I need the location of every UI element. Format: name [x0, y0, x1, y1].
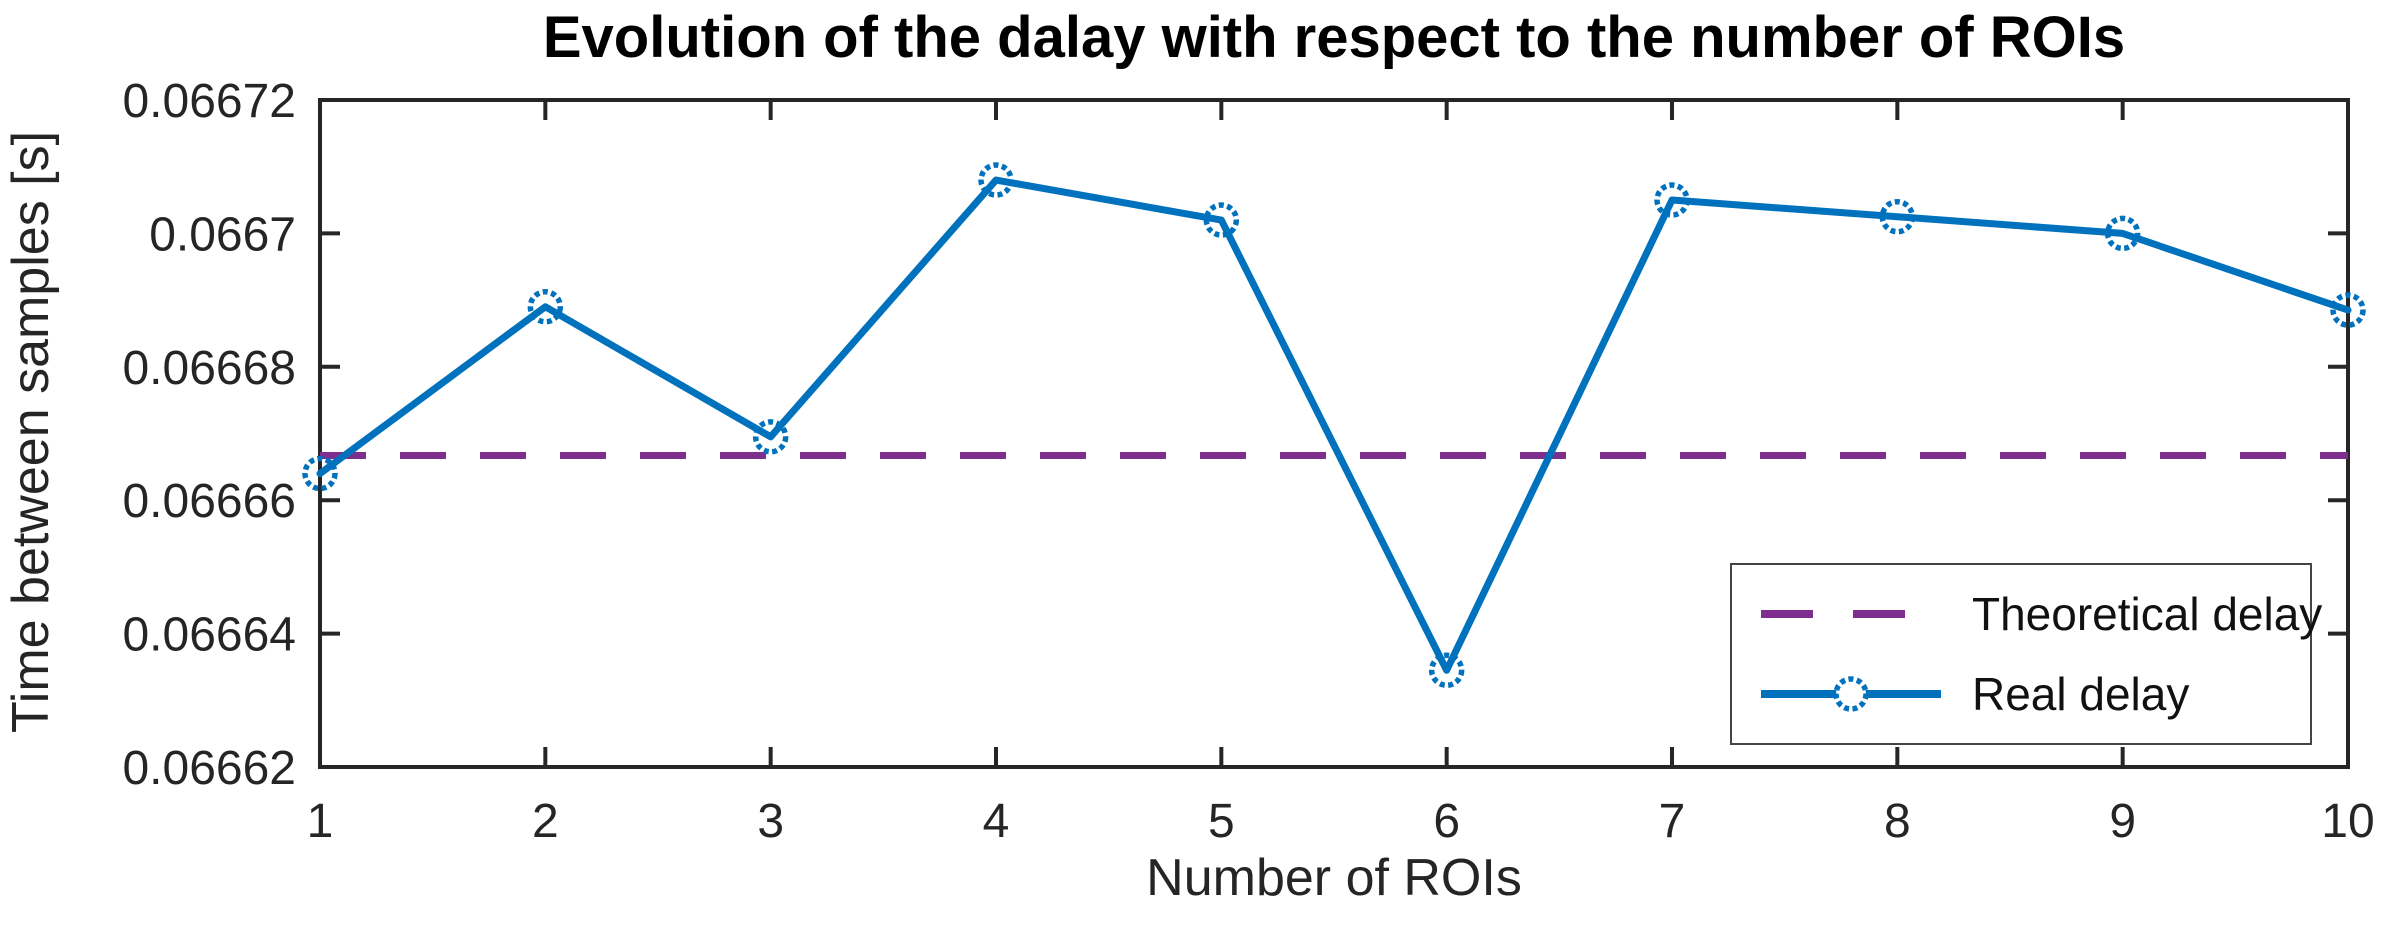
legend-item-theoretical: Theoretical delay [1756, 584, 2322, 644]
x-axis-tick-label: 6 [1433, 795, 1460, 848]
x-axis-tick-label: 4 [983, 795, 1010, 848]
real-delay-marker [2330, 292, 2366, 328]
x-axis-tick-label: 10 [2321, 795, 2374, 848]
chart-title: Evolution of the dalay with respect to t… [542, 5, 2126, 70]
x-axis-tick-label: 3 [757, 795, 784, 848]
legend-label-theoretical: Theoretical delay [1972, 588, 2323, 641]
real-delay-marker [1428, 652, 1465, 689]
real-delay-marker [1879, 198, 1916, 235]
real-delay-marker [1203, 202, 1240, 238]
x-axis-tick-label: 9 [2109, 795, 2136, 848]
x-axis-tick-label: 2 [532, 795, 559, 848]
legend-item-real: Real delay [1756, 664, 2310, 724]
y-axis-tick-label: 0.06668 [122, 342, 296, 395]
legend-label-real: Real delay [1972, 667, 2190, 720]
real-delay-swatch-icon [1761, 675, 1941, 712]
real-delay-marker [1654, 182, 1690, 218]
legend: Theoretical delay Real delay [1730, 563, 2322, 745]
real-delay-marker [978, 162, 1014, 198]
y-axis-tick-label: 0.06666 [122, 475, 296, 528]
y-axis-tick-label: 0.06662 [122, 742, 296, 795]
x-axis-tick-label: 7 [1659, 795, 1686, 848]
y-axis-tick-label: 0.06672 [122, 75, 296, 128]
x-axis-tick-label: 8 [1884, 795, 1911, 848]
real-delay-marker [527, 289, 564, 325]
real-delay-line [316, 176, 2352, 674]
y-axis-tick-label: 0.06664 [122, 609, 296, 662]
real-delay-marker [302, 455, 338, 492]
y-axis-label: Time between samples [s] [2, 130, 60, 734]
real-delay-marker [2104, 215, 2141, 252]
x-axis-label: Number of ROIs [1146, 849, 1522, 907]
real-delay-swatch-marker [1833, 675, 1869, 712]
x-axis-tick-label: 1 [307, 795, 334, 848]
theoretical-delay-swatch-icon [1761, 610, 1941, 619]
real-delay-marker [752, 419, 789, 455]
plot-border [318, 98, 2350, 769]
x-axis-tick-label: 5 [1208, 795, 1235, 848]
y-axis-tick-label: 0.0667 [149, 208, 296, 261]
